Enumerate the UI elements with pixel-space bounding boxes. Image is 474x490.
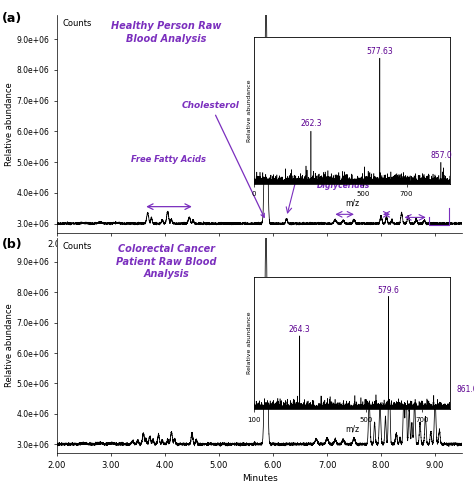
Text: Free Fatty Acids: Free Fatty Acids xyxy=(131,155,206,164)
Text: 861.0: 861.0 xyxy=(456,385,474,394)
Text: Vitamin E: Vitamin E xyxy=(301,108,350,118)
Y-axis label: Relative abundance: Relative abundance xyxy=(247,312,252,374)
X-axis label: Minutes: Minutes xyxy=(242,474,277,483)
Text: Cholesteryl
Esters: Cholesteryl Esters xyxy=(359,124,408,144)
Y-axis label: Relative abundance: Relative abundance xyxy=(5,82,14,166)
X-axis label: m/z: m/z xyxy=(345,424,359,433)
Y-axis label: Relative abundance: Relative abundance xyxy=(247,79,252,142)
Text: Healthy Person Raw
Blood Analysis: Healthy Person Raw Blood Analysis xyxy=(111,21,221,44)
Text: 262.3: 262.3 xyxy=(300,120,322,128)
Text: 577.63: 577.63 xyxy=(366,47,393,56)
Text: 857.0: 857.0 xyxy=(430,150,452,160)
Text: Counts: Counts xyxy=(63,242,92,251)
Text: (a): (a) xyxy=(2,12,23,25)
Text: Diglycerides: Diglycerides xyxy=(317,181,370,190)
Text: Colorectal Cancer
Patient Raw Blood
Analysis: Colorectal Cancer Patient Raw Blood Anal… xyxy=(116,244,217,279)
Text: 579.6: 579.6 xyxy=(377,286,399,294)
X-axis label: m/z: m/z xyxy=(345,199,359,208)
Text: (b): (b) xyxy=(2,238,23,251)
Text: Triglycerides: Triglycerides xyxy=(394,147,449,156)
Y-axis label: Relative abundance: Relative abundance xyxy=(5,304,14,387)
Text: Counts: Counts xyxy=(63,19,92,28)
Text: 264.3: 264.3 xyxy=(289,325,310,334)
Text: Cholesterol: Cholesterol xyxy=(182,101,264,217)
